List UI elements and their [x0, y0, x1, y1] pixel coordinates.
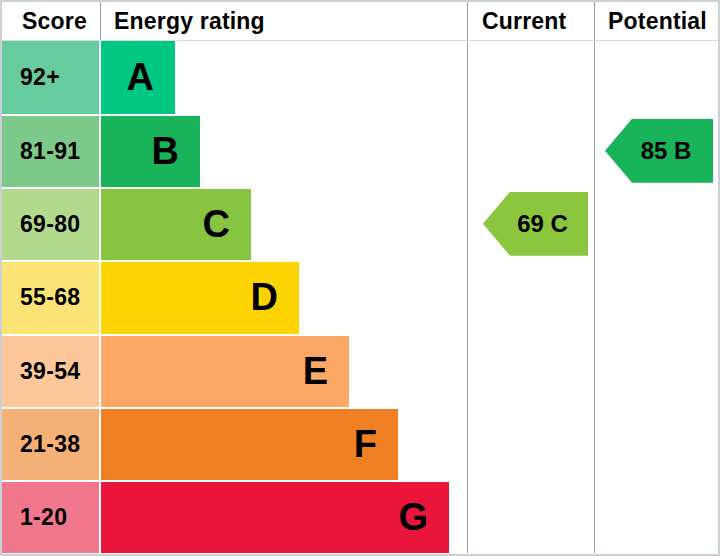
band-row: 21-38 F [2, 407, 718, 480]
band-letter-bar: E [101, 334, 349, 407]
band-row: 1-20 G [2, 480, 718, 553]
band-score-range: 81-91 [2, 114, 101, 187]
band-score-range: 69-80 [2, 187, 101, 260]
epc-rating-chart: Score Energy rating Current Potential 92… [0, 0, 720, 556]
band-letter-bar: F [101, 407, 398, 480]
band-score-range: 21-38 [2, 407, 101, 480]
header-row: Score Energy rating Current Potential [2, 2, 718, 41]
header-current: Current [467, 2, 594, 40]
band-score-range: 55-68 [2, 260, 101, 333]
band-letter-bar: A [101, 41, 175, 114]
band-rows: 92+ A 81-91 B 69-80 C 55-68 D 39-54 E 21… [2, 41, 718, 553]
bands-area: 92+ A 81-91 B 69-80 C 55-68 D 39-54 E 21… [2, 41, 718, 553]
band-letter-bar: D [101, 260, 299, 333]
band-letter-bar: G [101, 480, 449, 553]
band-score-range: 39-54 [2, 334, 101, 407]
band-letter-bar: B [101, 114, 200, 187]
potential-rating-label: 85 B [627, 137, 692, 165]
band-score-range: 92+ [2, 41, 101, 114]
band-row: 39-54 E [2, 334, 718, 407]
band-row: 92+ A [2, 41, 718, 114]
band-score-range: 1-20 [2, 480, 101, 553]
current-rating-label: 69 C [503, 210, 568, 238]
header-energy-rating: Energy rating [101, 2, 467, 40]
header-score: Score [2, 2, 101, 40]
band-row: 55-68 D [2, 260, 718, 333]
band-letter-bar: C [101, 187, 251, 260]
header-potential: Potential [594, 2, 718, 40]
band-row: 69-80 C [2, 187, 718, 260]
